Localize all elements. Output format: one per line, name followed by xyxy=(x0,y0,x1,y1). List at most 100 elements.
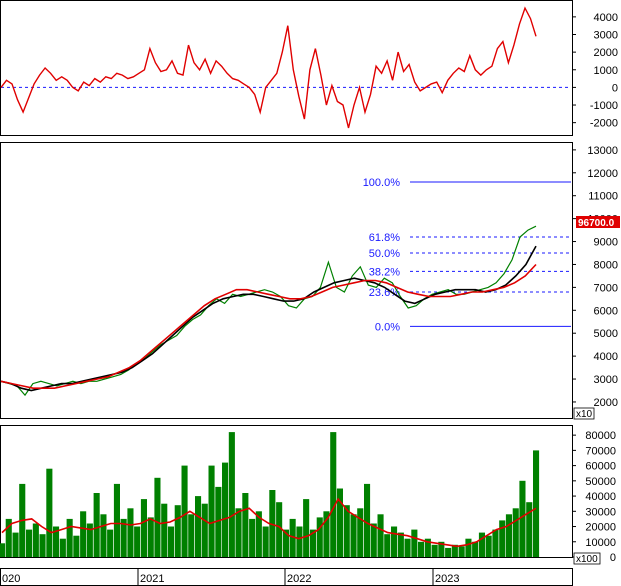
volume-bar xyxy=(80,511,87,557)
volume-bar xyxy=(255,511,262,557)
volume-bar xyxy=(418,541,425,557)
volume-bar xyxy=(66,518,73,557)
vol-tick-label: 20000 xyxy=(585,522,616,534)
volume-layer xyxy=(0,432,540,557)
volume-bar xyxy=(201,503,208,557)
price-panel xyxy=(0,142,573,419)
fib-label-1: 61.8% xyxy=(369,232,400,244)
volume-bar xyxy=(181,465,188,557)
price-unit-box xyxy=(573,407,595,420)
price-unit-note: x10 xyxy=(576,409,593,420)
osc-tick-label: -2000 xyxy=(590,118,618,130)
vol-tick-label: 70000 xyxy=(585,445,616,457)
volume-bar xyxy=(242,493,249,557)
volume-bar xyxy=(438,541,445,557)
volume-bar xyxy=(208,465,215,557)
volume-bar xyxy=(343,505,350,557)
volume-bar xyxy=(377,514,384,557)
volume-bar xyxy=(32,523,39,557)
volume-bar xyxy=(492,529,499,557)
last-price-label: 96700.0 xyxy=(578,218,615,229)
volume-bar xyxy=(424,538,431,557)
volume-bar xyxy=(154,477,161,557)
volume-bar xyxy=(26,529,33,557)
volume-bar xyxy=(46,468,53,557)
volume-bar xyxy=(134,526,141,557)
volume-bar xyxy=(499,520,506,557)
osc-tick-label: 3000 xyxy=(594,30,618,42)
volume-bar xyxy=(120,518,127,557)
volume-bar xyxy=(533,450,540,557)
last-price-badge xyxy=(576,216,620,228)
volume-bar xyxy=(222,462,229,557)
volume-bar xyxy=(147,517,154,557)
volume-bar xyxy=(228,432,235,557)
volume-bar xyxy=(336,488,343,557)
osc-tick-label: 0 xyxy=(612,82,618,94)
volume-bar xyxy=(174,505,181,557)
fib-label-3: 38.2% xyxy=(369,266,400,278)
volume-bar xyxy=(323,511,330,557)
price-tick-label: 4000 xyxy=(594,351,618,363)
price-tick-label: 11000 xyxy=(588,191,618,203)
price-layer: 100.0% 61.8% 50.0% 38.2% 23.6% 0.0% xyxy=(0,177,571,397)
x-tick-label: 2022 xyxy=(287,573,311,585)
vol-tick-label: 40000 xyxy=(585,491,616,503)
volume-bar xyxy=(235,508,242,557)
price-tick-label: 3000 xyxy=(594,374,618,386)
volume-bar xyxy=(53,526,60,557)
vol-tick-label: 60000 xyxy=(585,461,616,473)
volume-bar xyxy=(249,518,256,557)
vol-tick-label: 50000 xyxy=(585,476,616,488)
volume-bar xyxy=(269,490,276,557)
vol-tick-label: 0 xyxy=(610,552,616,564)
oscillator-layer xyxy=(0,6,571,129)
volume-bar xyxy=(195,496,202,557)
vol-tick-label: 10000 xyxy=(585,537,616,549)
volume-bar xyxy=(59,538,66,557)
volume-bar xyxy=(289,518,296,557)
volume-bar xyxy=(39,534,46,557)
volume-bar xyxy=(282,529,289,557)
oscillator-panel xyxy=(0,0,573,136)
volume-bar xyxy=(505,514,512,557)
fib-label-4: 23.6% xyxy=(369,287,400,299)
volume-unit-box xyxy=(573,552,601,565)
volume-bar xyxy=(140,499,147,557)
volume-bar xyxy=(86,523,93,557)
volume-bar xyxy=(526,502,533,557)
volume-bar xyxy=(350,514,357,557)
price-tick-label: 13000 xyxy=(587,145,618,157)
volume-bar xyxy=(113,483,120,557)
price-tick-label: 6000 xyxy=(594,305,618,317)
price-series-2 xyxy=(0,263,537,389)
price-tick-label: 9000 xyxy=(594,237,618,249)
volume-ma-line xyxy=(1,497,537,548)
volume-bar xyxy=(370,523,377,557)
volume-bar xyxy=(391,526,398,557)
volume-bar xyxy=(364,483,371,557)
fib-label-0: 100.0% xyxy=(363,177,401,189)
volume-bar xyxy=(472,541,479,557)
price-tick-label: 2000 xyxy=(594,397,618,409)
volume-bar xyxy=(276,502,283,557)
volume-bar xyxy=(262,526,269,557)
volume-bar xyxy=(215,486,222,557)
price-series-1 xyxy=(0,245,537,392)
volume-bar xyxy=(512,508,519,557)
volume-bar xyxy=(5,518,12,557)
volume-bar xyxy=(411,529,418,557)
volume-bar xyxy=(127,508,134,557)
volume-bar xyxy=(384,534,391,557)
volume-unit-note: x100 xyxy=(576,554,598,565)
volume-bar xyxy=(478,532,485,557)
oscillator-series-0 xyxy=(0,6,537,129)
volume-bar xyxy=(316,517,323,557)
osc-tick-label: 2000 xyxy=(594,47,618,59)
volume-bar xyxy=(0,543,6,557)
volume-bar xyxy=(485,535,492,557)
volume-bar xyxy=(397,532,404,557)
volume-bar xyxy=(161,503,168,557)
price-tick-label: 12000 xyxy=(587,168,618,180)
